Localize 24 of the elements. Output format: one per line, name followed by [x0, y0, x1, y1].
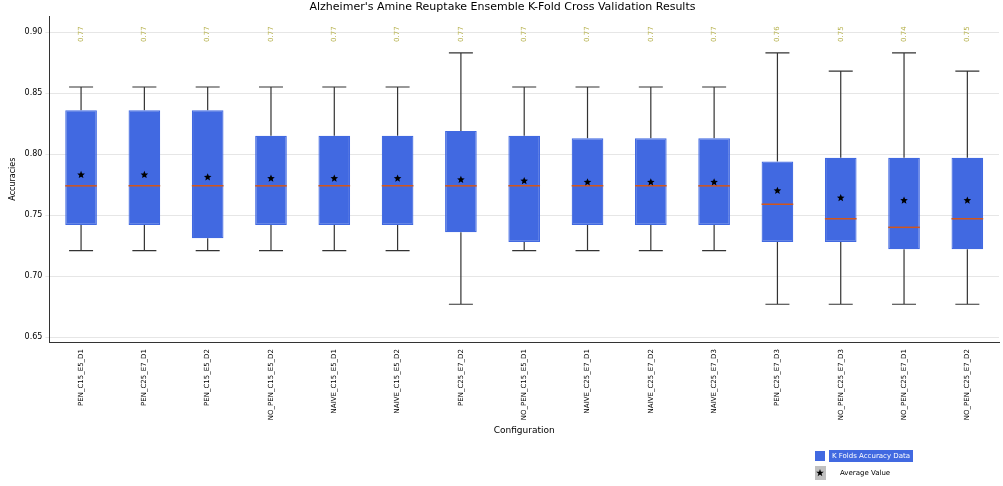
x-axis-title: Configuration — [493, 424, 555, 435]
point — [77, 170, 85, 179]
y-tick-label: 0.80 — [24, 149, 43, 159]
point — [457, 175, 465, 183]
y-tick-label: 0.65 — [24, 332, 43, 342]
point — [773, 186, 782, 194]
y-tick-label: 0.75 — [24, 210, 43, 220]
point — [710, 178, 718, 186]
point — [203, 173, 212, 181]
y-axis-title: Accuracies — [7, 157, 17, 201]
chart-title: Alzheimer's Amine Reuptake Ensemble K-Fold Cross Validation Results — [309, 0, 696, 14]
point — [520, 176, 529, 185]
point — [900, 196, 908, 204]
point — [267, 174, 275, 182]
y-tick-label: 0.70 — [24, 271, 43, 281]
point — [140, 170, 149, 179]
point — [583, 178, 592, 186]
point — [330, 174, 339, 182]
y-tick-label: 0.90 — [24, 27, 43, 37]
y-tick-label: 0.85 — [24, 88, 43, 98]
point — [963, 196, 972, 204]
point — [393, 174, 402, 182]
point — [647, 178, 655, 186]
point — [836, 194, 845, 202]
